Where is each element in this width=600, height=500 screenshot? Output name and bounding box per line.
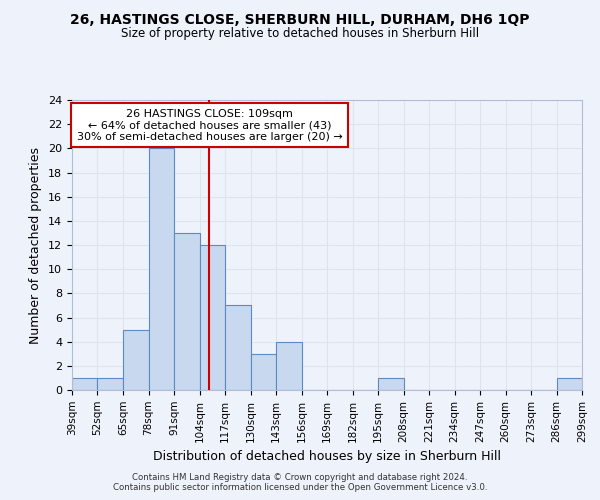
Text: Contains HM Land Registry data © Crown copyright and database right 2024.
Contai: Contains HM Land Registry data © Crown c…: [113, 473, 487, 492]
Bar: [149, 148, 174, 390]
Bar: [225, 306, 251, 390]
Bar: [174, 233, 199, 390]
Text: Size of property relative to detached houses in Sherburn Hill: Size of property relative to detached ho…: [121, 28, 479, 40]
Bar: [199, 245, 225, 390]
Bar: [123, 330, 149, 390]
Y-axis label: Number of detached properties: Number of detached properties: [29, 146, 43, 344]
Text: 26 HASTINGS CLOSE: 109sqm
← 64% of detached houses are smaller (43)
30% of semi-: 26 HASTINGS CLOSE: 109sqm ← 64% of detac…: [77, 108, 343, 142]
Bar: [276, 342, 302, 390]
Text: 26, HASTINGS CLOSE, SHERBURN HILL, DURHAM, DH6 1QP: 26, HASTINGS CLOSE, SHERBURN HILL, DURHA…: [70, 12, 530, 26]
Bar: [97, 378, 123, 390]
Bar: [72, 378, 97, 390]
Bar: [251, 354, 276, 390]
Bar: [557, 378, 582, 390]
X-axis label: Distribution of detached houses by size in Sherburn Hill: Distribution of detached houses by size …: [153, 450, 501, 463]
Bar: [378, 378, 404, 390]
